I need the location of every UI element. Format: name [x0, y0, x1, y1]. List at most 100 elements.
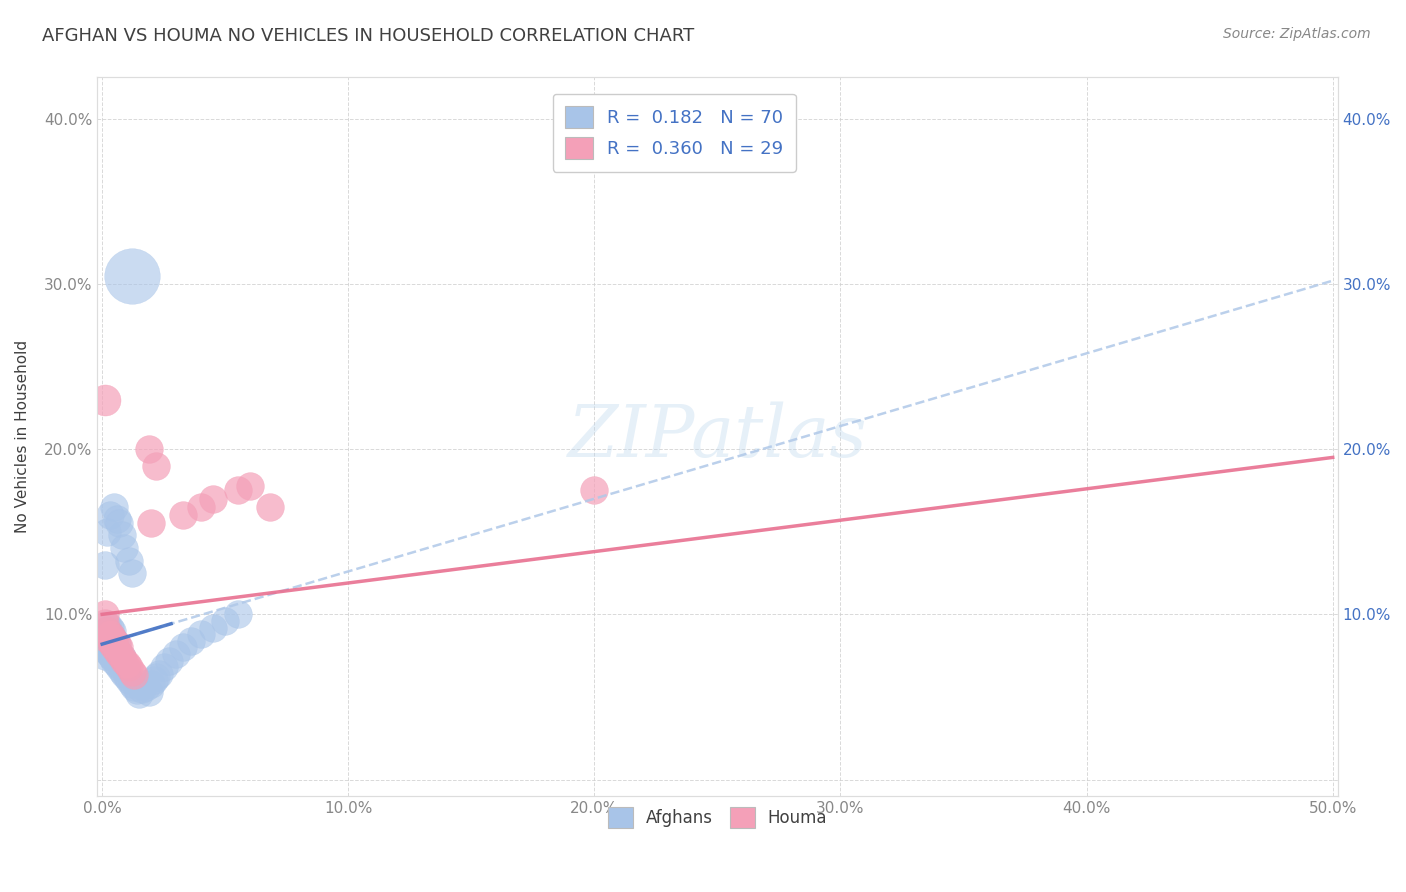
Point [115, 657, 138, 671]
Point [135, 680, 157, 694]
Point [118, 660, 141, 674]
Point [152, 660, 174, 674]
Point [108, 640, 131, 655]
Point [101, 650, 124, 665]
Point [180, 633, 202, 648]
Point [101, 637, 124, 651]
Point [112, 654, 135, 668]
Point [157, 654, 180, 668]
Point [132, 677, 155, 691]
Point [145, 670, 167, 684]
Point [111, 650, 134, 665]
Point [112, 541, 135, 556]
Point [112, 660, 135, 674]
Point [201, 491, 224, 506]
Point [103, 500, 125, 514]
Point [103, 640, 125, 655]
Point [105, 650, 128, 665]
Point [93, 637, 115, 651]
Point [121, 665, 143, 680]
Point [105, 643, 128, 657]
Point [112, 666, 135, 681]
Point [98, 647, 121, 661]
Point [98, 627, 121, 641]
Point [96, 637, 118, 651]
Point [96, 624, 118, 638]
Y-axis label: No Vehicles in Household: No Vehicles in Household [15, 340, 30, 533]
Point [96, 632, 118, 647]
Point [226, 607, 249, 622]
Point [93, 615, 115, 630]
Point [128, 687, 150, 701]
Point [101, 643, 124, 657]
Point [118, 554, 141, 568]
Point [190, 627, 212, 641]
Point [105, 637, 128, 651]
Point [98, 627, 121, 641]
Point [108, 660, 131, 674]
Point [138, 685, 160, 699]
Point [201, 621, 224, 635]
Point [214, 614, 236, 628]
Point [131, 681, 153, 696]
Point [105, 637, 128, 651]
Point [96, 624, 118, 638]
Point [111, 650, 134, 665]
Text: Source: ZipAtlas.com: Source: ZipAtlas.com [1223, 27, 1371, 41]
Point [111, 657, 134, 671]
Point [115, 664, 138, 678]
Text: ZIPatlas: ZIPatlas [568, 401, 868, 472]
Point [122, 668, 145, 682]
Point [103, 640, 125, 655]
Point [148, 666, 170, 681]
Point [108, 516, 131, 531]
Point [259, 500, 281, 514]
Point [190, 500, 212, 514]
Point [96, 524, 118, 539]
Point [93, 640, 115, 655]
Point [98, 621, 121, 635]
Point [239, 478, 262, 492]
Point [93, 624, 115, 638]
Point [101, 631, 124, 645]
Point [142, 673, 165, 688]
Point [583, 483, 606, 498]
Point [108, 654, 131, 668]
Point [172, 508, 194, 523]
Point [121, 566, 143, 580]
Text: AFGHAN VS HOUMA NO VEHICLES IN HOUSEHOLD CORRELATION CHART: AFGHAN VS HOUMA NO VEHICLES IN HOUSEHOLD… [42, 27, 695, 45]
Point [108, 647, 131, 661]
Point [96, 631, 118, 645]
Point [165, 647, 187, 661]
Point [172, 640, 194, 655]
Point [98, 640, 121, 655]
Point [103, 654, 125, 668]
Point [93, 558, 115, 572]
Point [93, 607, 115, 622]
Point [122, 680, 145, 694]
Point [103, 633, 125, 648]
Point [121, 268, 143, 283]
Point [96, 643, 118, 657]
Point [96, 617, 118, 632]
Point [101, 624, 124, 638]
Point [101, 637, 124, 651]
Point [138, 442, 160, 457]
Point [226, 483, 249, 498]
Point [118, 673, 141, 688]
Point [93, 648, 115, 663]
Point [115, 670, 138, 684]
Point [105, 511, 128, 525]
Point [111, 664, 134, 678]
Point [145, 458, 167, 473]
Point [98, 633, 121, 648]
Point [105, 643, 128, 657]
Point [108, 647, 131, 661]
Point [93, 632, 115, 647]
Point [103, 647, 125, 661]
Point [125, 683, 148, 698]
Point [101, 631, 124, 645]
Point [93, 392, 115, 407]
Point [103, 633, 125, 648]
Legend: Afghans, Houma: Afghans, Houma [600, 801, 834, 835]
